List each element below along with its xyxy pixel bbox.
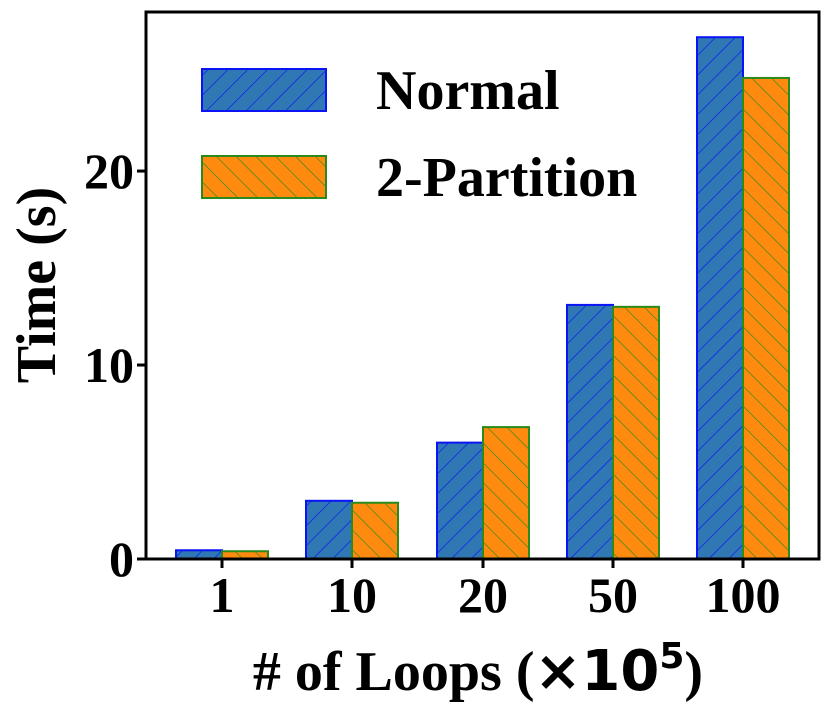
legend-label: 2-Partition bbox=[376, 147, 637, 209]
x-tick-label: 10 bbox=[327, 567, 377, 623]
bar-normal-50 bbox=[566, 303, 614, 560]
x-axis-ticks: 1 10 20 50 100 bbox=[210, 559, 781, 623]
bar-2-partition-100 bbox=[742, 76, 790, 561]
legend-swatch bbox=[201, 68, 327, 112]
y-axis-title: Time (s) bbox=[6, 187, 68, 384]
x-tick-label: 1 bbox=[210, 567, 235, 623]
bar-2-partition-50 bbox=[612, 305, 660, 560]
y-axis-ticks: 0 10 20 bbox=[84, 143, 146, 587]
bar-2-partition-20 bbox=[482, 426, 530, 561]
bar-normal-20 bbox=[436, 441, 484, 561]
x-tick-20: 20 bbox=[458, 559, 508, 623]
x-tick-label: 20 bbox=[458, 567, 508, 623]
y-tick-label: 10 bbox=[84, 337, 134, 393]
y-tick-10: 10 bbox=[84, 337, 146, 393]
y-tick-label: 20 bbox=[84, 143, 134, 199]
y-tick-20: 20 bbox=[84, 143, 146, 199]
legend-swatch bbox=[201, 155, 327, 199]
x-tick-100: 100 bbox=[706, 559, 781, 623]
legend-label: Normal bbox=[376, 60, 560, 122]
x-tick-1: 1 bbox=[210, 559, 235, 623]
x-tick-50: 50 bbox=[588, 559, 638, 623]
y-tick-0: 0 bbox=[109, 531, 146, 587]
bar-normal-100 bbox=[696, 36, 744, 561]
y-tick-label: 0 bbox=[109, 531, 134, 587]
legend: Normal 2-Partition bbox=[201, 60, 637, 209]
legend-item-normal: Normal bbox=[201, 60, 560, 122]
x-tick-10: 10 bbox=[327, 559, 377, 623]
legend-item-2-partition: 2-Partition bbox=[201, 147, 637, 209]
x-axis-title-exponent: 5 bbox=[659, 636, 684, 677]
bar-normal-10 bbox=[305, 499, 353, 560]
x-tick-label: 100 bbox=[706, 567, 781, 623]
x-tick-label: 50 bbox=[588, 567, 638, 623]
x-axis-title-main: # of Loops ( bbox=[253, 641, 535, 703]
x-axis-title: # of Loops (×105) bbox=[253, 636, 703, 704]
x-axis-title-close: ) bbox=[684, 641, 703, 703]
x-axis-title-times: ×10 bbox=[535, 639, 660, 704]
bars-group bbox=[175, 36, 790, 561]
bar-2-partition-10 bbox=[351, 501, 399, 561]
